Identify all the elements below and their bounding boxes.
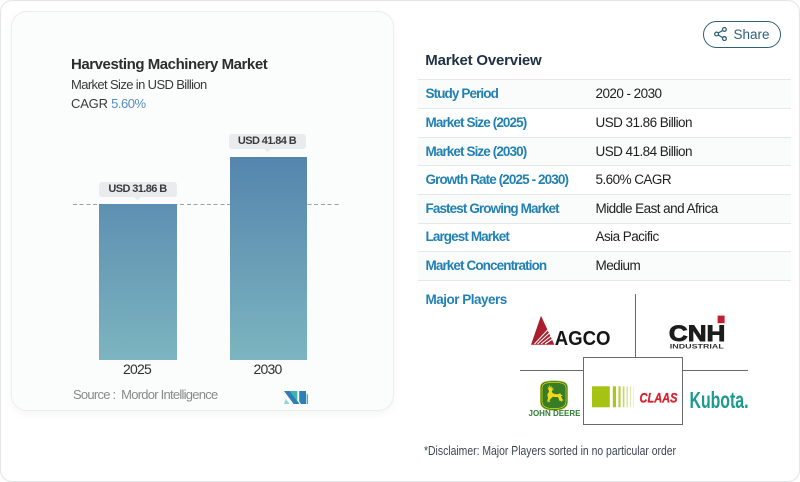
svg-text:INDUSTRIAL: INDUSTRIAL (670, 344, 724, 350)
svg-text:Kubota.: Kubota. (690, 388, 749, 412)
svg-text:JOHN DEERE: JOHN DEERE (528, 408, 580, 418)
svg-text:CNH: CNH (669, 321, 726, 346)
svg-text:CLAAS: CLAAS (640, 389, 679, 405)
svg-text:AGCO: AGCO (555, 328, 611, 347)
